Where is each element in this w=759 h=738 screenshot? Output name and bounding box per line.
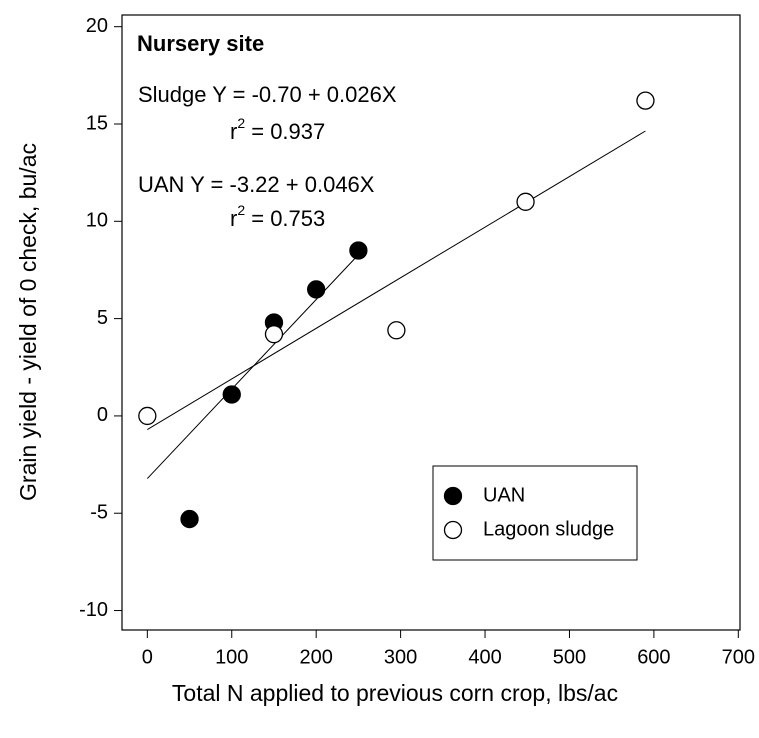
x-tick-label: 0 — [142, 646, 153, 668]
data-point — [180, 509, 199, 529]
data-point — [222, 385, 241, 404]
y-tick-label: 5 — [97, 307, 108, 329]
annotation-sup: 2 — [237, 202, 245, 218]
x-tick-label: 300 — [384, 646, 417, 668]
annotation-text: Nursery site — [137, 31, 264, 56]
data-point — [349, 241, 368, 260]
y-tick-label: 0 — [97, 404, 108, 426]
x-axis-label: Total N applied to previous corn crop, l… — [172, 680, 618, 706]
data-point — [516, 192, 535, 211]
annotation-text: = 0.937 — [245, 119, 325, 144]
data-point — [307, 280, 326, 299]
annotation-text: UAN Y = -3.22 + 0.046X — [138, 172, 375, 197]
annotation: Sludge Y = -0.70 + 0.026X — [138, 82, 397, 107]
x-tick-label: 600 — [637, 646, 670, 668]
annotation: r2 = 0.937 — [230, 115, 325, 144]
x-tick-label: 100 — [215, 646, 248, 668]
y-tick-label: 15 — [86, 112, 108, 134]
y-tick-label: 10 — [86, 210, 108, 232]
fit-line — [146, 254, 359, 479]
x-tick-label: 200 — [299, 646, 332, 668]
legend-label: UAN — [483, 484, 525, 506]
legend-marker — [443, 520, 463, 540]
x-tick-label: 500 — [553, 646, 586, 668]
x-tick-label: 700 — [722, 646, 755, 668]
annotation: r2 = 0.753 — [230, 202, 325, 231]
annotation: Nursery site — [137, 31, 264, 56]
fit-line — [147, 130, 646, 430]
data-point — [138, 406, 157, 426]
data-point — [387, 321, 406, 340]
legend-frame — [432, 465, 638, 561]
y-tick-label: 20 — [86, 15, 108, 37]
x-tick-label: 400 — [468, 646, 501, 668]
annotation-text: r — [230, 206, 237, 231]
annotation: UAN Y = -3.22 + 0.046X — [138, 172, 375, 197]
plot-frame — [121, 14, 741, 631]
annotation-text: = 0.753 — [245, 206, 325, 231]
annotation-text: Sludge Y = -0.70 + 0.026X — [138, 82, 397, 107]
legend-label: Lagoon sludge — [483, 518, 614, 540]
annotation-sup: 2 — [237, 115, 245, 131]
legend-marker — [443, 486, 463, 506]
data-point — [264, 325, 284, 344]
y-tick-label: -10 — [79, 599, 108, 621]
annotation-text: r — [230, 119, 237, 144]
data-point — [636, 91, 655, 110]
y-tick-label: -5 — [90, 502, 108, 524]
y-axis-label: Grain yield - yield of 0 check, bu/ac — [15, 143, 41, 501]
